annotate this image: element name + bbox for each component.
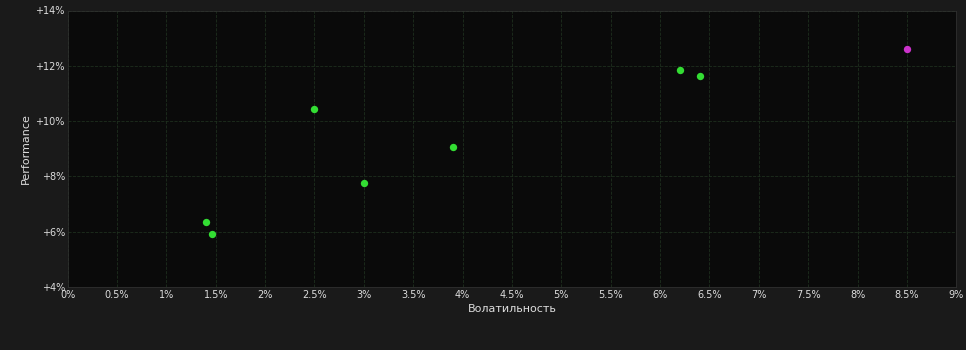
X-axis label: Волатильность: Волатильность [468,304,556,314]
Point [198,219,213,225]
Y-axis label: Performance: Performance [21,113,31,184]
Point [672,67,688,73]
Point [356,181,372,186]
Point [307,106,323,111]
Point [692,74,707,79]
Point [445,145,461,150]
Point [899,46,915,51]
Point [204,232,219,237]
